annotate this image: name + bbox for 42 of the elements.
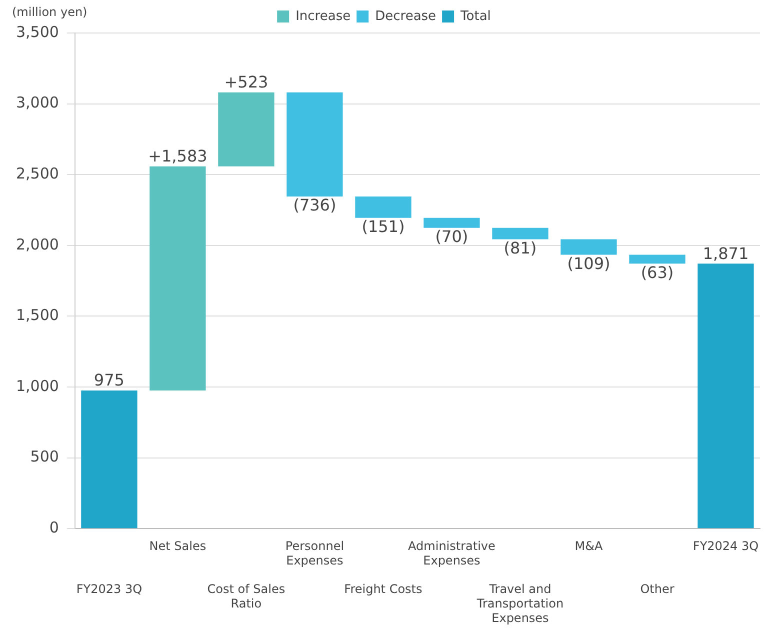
data-label: +523 xyxy=(224,72,268,92)
y-tick-label: 2,500 xyxy=(16,164,59,182)
bar xyxy=(286,92,343,197)
data-label: (151) xyxy=(362,217,405,236)
bar xyxy=(629,254,686,264)
data-label: (109) xyxy=(567,254,610,273)
x-tick-label: Travel and Transportation Expenses xyxy=(476,582,564,625)
data-label: (63) xyxy=(640,262,674,282)
y-tick-label: 3,500 xyxy=(16,22,59,41)
legend-label: Increase xyxy=(296,8,351,24)
data-label: (736) xyxy=(293,196,336,215)
bar xyxy=(424,218,480,228)
data-label: (70) xyxy=(435,227,468,246)
x-tick-label: Personnel Expenses xyxy=(285,538,344,568)
y-tick-label: 0 xyxy=(49,518,59,536)
bar xyxy=(492,228,548,240)
y-tick-label: 500 xyxy=(30,448,59,466)
y-tick-label: 1,000 xyxy=(16,376,59,395)
legend-label: Decrease xyxy=(375,8,436,24)
bar xyxy=(698,264,754,528)
x-tick-label: M&A xyxy=(574,538,604,553)
bar xyxy=(81,390,138,528)
y-tick-label: 1,500 xyxy=(16,306,59,324)
x-tick-label: Cost of Sales Ratio xyxy=(207,582,286,611)
bar xyxy=(218,92,274,166)
bar xyxy=(355,196,412,218)
data-label: +1,583 xyxy=(148,146,208,166)
data-label: 975 xyxy=(94,370,124,390)
x-tick-label: Administrative Expenses xyxy=(408,538,496,568)
x-tick-label: FY2024 3Q xyxy=(692,538,759,553)
x-tick-label: Other xyxy=(640,582,674,596)
y-tick-label: 3,000 xyxy=(16,94,59,112)
bar xyxy=(560,239,617,255)
x-tick-label: Freight Costs xyxy=(344,582,422,596)
x-tick-label: FY2023 3Q xyxy=(76,582,142,596)
y-axis-title: (million yen) xyxy=(12,5,88,20)
y-tick-label: 2,000 xyxy=(16,235,59,254)
legend-label: Total xyxy=(460,8,491,24)
data-label: 1,871 xyxy=(702,244,749,263)
data-label: (81) xyxy=(504,238,537,258)
bar xyxy=(150,166,206,391)
x-tick-label: Net Sales xyxy=(149,538,206,553)
